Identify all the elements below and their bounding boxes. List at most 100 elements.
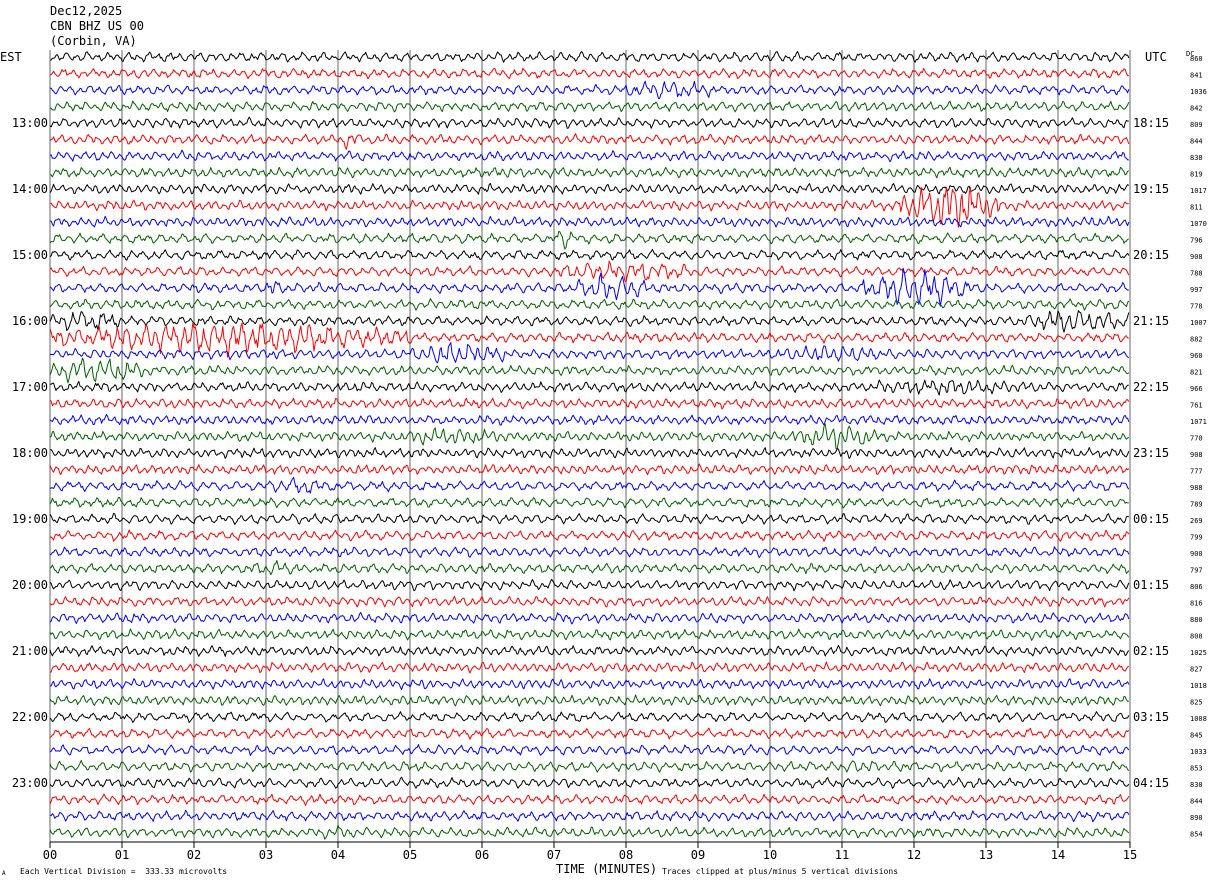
dc-offset-label: 778 [1190, 303, 1203, 311]
dc-offset-label: 825 [1190, 699, 1203, 707]
est-hour-label: 17:00 [12, 380, 48, 394]
est-hour-label: 22:00 [12, 710, 48, 724]
dc-offset-label: 819 [1190, 171, 1203, 179]
trace-row-6 [49, 149, 1129, 163]
x-tick-label: 14 [1051, 848, 1065, 862]
trace-row-37 [49, 661, 1130, 674]
trace-row-3 [49, 100, 1130, 113]
est-hour-label: 18:00 [12, 446, 48, 460]
dc-offset-label: 1017 [1190, 187, 1207, 195]
dc-offset-label: 796 [1190, 237, 1203, 245]
dc-offset-label: 844 [1190, 798, 1203, 806]
dc-offset-label: 821 [1190, 369, 1203, 377]
dc-offset-label: 789 [1190, 501, 1203, 509]
trace-row-24 [50, 447, 1130, 459]
x-axis: 00 01 02 03 04 05 06 07 08 09 10 11 12 13 14 15 [43, 841, 1137, 862]
trace-row-29 [49, 529, 1130, 542]
right-timezone: UTC [1145, 50, 1167, 64]
trace-row-15 [49, 298, 1130, 311]
x-tick-label: 11 [835, 848, 849, 862]
utc-hour-label: 04:15 [1133, 776, 1169, 790]
trace-row-19 [49, 357, 1130, 384]
dc-offset-label: 838 [1190, 154, 1203, 162]
minute-gridlines [49, 50, 1131, 842]
dc-offset-label: 1033 [1190, 748, 1207, 756]
x-tick-label: 00 [43, 848, 57, 862]
x-tick-label: 06 [475, 848, 489, 862]
trace-row-43 [49, 760, 1130, 773]
utc-hour-label: 22:15 [1133, 380, 1169, 394]
dc-offset-label: 777 [1190, 468, 1203, 476]
dc-offset-label: 960 [1190, 352, 1203, 360]
x-tick-label: 04 [331, 848, 345, 862]
dc-offset-label: 853 [1190, 765, 1203, 773]
trace-row-46 [49, 809, 1130, 823]
trace-row-11 [49, 230, 1129, 250]
est-hour-label: 16:00 [12, 314, 48, 328]
division-note: Each Vertical Division = 333.33 microvol… [20, 867, 228, 876]
dc-offset-label: 799 [1190, 534, 1203, 542]
dc-offset-label: 1008 [1190, 715, 1207, 723]
dc-offset-label: 770 [1190, 435, 1203, 443]
est-hour-label: 21:00 [12, 644, 48, 658]
x-tick-label: 12 [907, 848, 921, 862]
trace-row-40 [49, 711, 1130, 723]
time-labels: 13:00 14:00 15:00 16:00 17:00 18:00 19:00 20:00… [12, 116, 1169, 790]
trace-row-5 [49, 133, 1130, 150]
trace-row-1 [50, 67, 1129, 80]
utc-hour-label: 20:15 [1133, 248, 1169, 262]
dc-offset-label: 816 [1190, 600, 1203, 608]
utc-hour-label: 21:15 [1133, 314, 1169, 328]
trace-row-42 [49, 744, 1130, 756]
trace-row-47 [49, 824, 1130, 840]
x-tick-label: 05 [403, 848, 417, 862]
trace-row-4 [49, 116, 1129, 129]
dc-offset-labels: 860 841 1036 842 809 844 838 819 1017 811 1070 796 9… [1190, 55, 1207, 839]
dc-offset-label: 808 [1190, 633, 1203, 641]
dc-offset-label: 860 [1190, 55, 1203, 63]
trace-row-18 [50, 342, 1130, 364]
trace-row-2 [49, 80, 1130, 99]
x-tick-label: 10 [763, 848, 777, 862]
plot-date: Dec12,2025 [50, 4, 123, 18]
trace-row-13 [49, 260, 1130, 283]
est-hour-label: 15:00 [12, 248, 48, 262]
trace-row-39 [49, 694, 1129, 707]
dc-offset-label: 827 [1190, 666, 1203, 674]
trace-row-23 [49, 423, 1129, 450]
dc-offset-label: 1007 [1190, 319, 1207, 327]
dc-offset-label: 997 [1190, 286, 1203, 294]
trace-row-44 [49, 776, 1130, 789]
trace-row-22 [49, 414, 1130, 426]
trace-row-9 [49, 186, 1129, 228]
trace-row-25 [49, 463, 1130, 476]
trace-row-36 [49, 645, 1130, 657]
trace-row-30 [49, 546, 1130, 558]
station-location: (Corbin, VA) [50, 34, 137, 48]
utc-hour-label: 02:15 [1133, 644, 1169, 658]
station-code: CBN BHZ US 00 [50, 19, 144, 33]
trace-row-41 [49, 727, 1130, 740]
trace-row-10 [49, 215, 1130, 228]
x-tick-label: 13 [979, 848, 993, 862]
trace-row-14 [49, 267, 1129, 307]
dc-offset-label: 806 [1190, 583, 1203, 591]
dc-offset-label: 966 [1190, 385, 1203, 393]
dc-offset-label: 830 [1190, 781, 1203, 789]
trace-row-7 [49, 166, 1130, 179]
est-hour-label: 19:00 [12, 512, 48, 526]
clip-note: Traces clipped at plus/minus 5 vertical … [662, 867, 899, 876]
dc-offset-label: 1018 [1190, 682, 1207, 690]
dc-offset-label: 908 [1190, 253, 1203, 261]
utc-hour-label: 00:15 [1133, 512, 1169, 526]
corner-mark: A [2, 870, 6, 877]
x-tick-label: 01 [115, 848, 129, 862]
dc-offset-label: 811 [1190, 204, 1203, 212]
trace-row-32 [49, 578, 1130, 592]
dc-offset-label: 988 [1190, 484, 1203, 492]
dc-offset-label: 841 [1190, 72, 1203, 80]
dc-offset-label: 788 [1190, 270, 1203, 278]
trace-row-20 [49, 379, 1129, 396]
dc-offset-label: 1025 [1190, 649, 1207, 657]
